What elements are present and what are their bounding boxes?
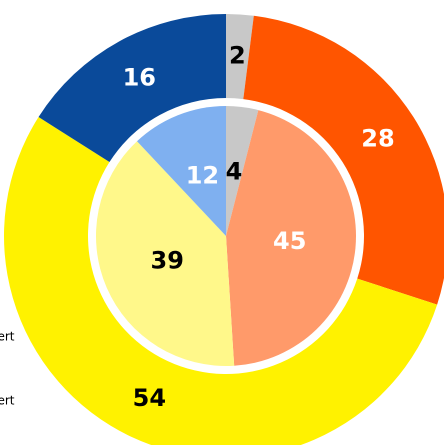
- slice: [96, 141, 235, 366]
- slice: [226, 14, 254, 100]
- slice: [226, 106, 259, 236]
- legend-fragment: ert: [0, 330, 15, 344]
- data-label: 28: [361, 125, 394, 153]
- data-label: 39: [151, 246, 184, 274]
- ring-gap: [89, 99, 363, 373]
- slice: [38, 14, 226, 163]
- legend-fragment: ert: [0, 394, 15, 408]
- donut: 2 28 54 16 4 45 39 12: [4, 14, 444, 445]
- data-label: 2: [229, 41, 246, 69]
- data-label: 45: [273, 227, 306, 255]
- data-label: 12: [186, 161, 219, 189]
- data-label: 4: [226, 158, 243, 186]
- data-label: 54: [133, 384, 166, 412]
- slice: [243, 15, 444, 305]
- data-label: 16: [123, 63, 156, 91]
- slice: [4, 117, 438, 445]
- slice: [226, 110, 356, 366]
- slice: [137, 106, 226, 236]
